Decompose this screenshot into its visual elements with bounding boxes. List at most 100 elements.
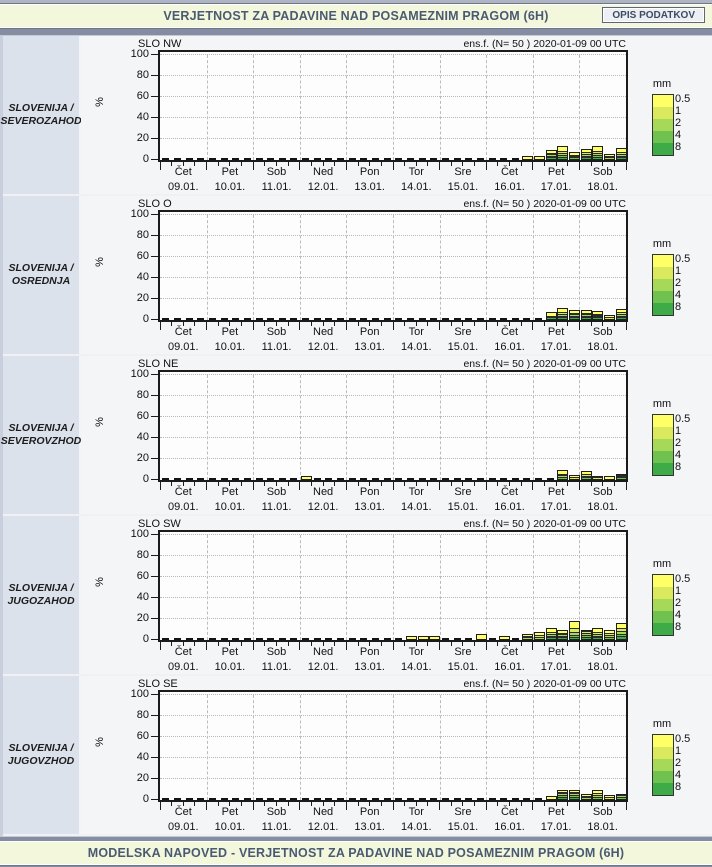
x-axis-tick (450, 322, 452, 326)
bar-segment-gt-8mm (546, 157, 556, 159)
bar-segment-gt-0.5mm (581, 471, 591, 475)
zero-probability-dash (255, 158, 263, 160)
x-axis-tick (567, 322, 569, 326)
day-name-label: Pet (221, 486, 239, 498)
x-axis-tick (206, 482, 208, 490)
chart-area: SLO NE ens.f. (N= 50 ) 2020-01-09 00 UTC 0… (81, 356, 712, 514)
bar-segment-gt-4mm (581, 635, 591, 638)
day-date-label: 09.01. (168, 181, 199, 193)
zero-probability-dash (348, 638, 356, 640)
legend-threshold-label: 2 (675, 597, 682, 609)
zero-probability-dash (523, 478, 531, 480)
x-axis-tick (380, 802, 382, 806)
zero-probability-dash (278, 638, 286, 640)
legend-threshold-label: 1 (675, 585, 682, 597)
day-date-label: 12.01. (307, 501, 339, 513)
data-description-button[interactable]: OPIS PODATKOV (602, 7, 705, 23)
x-axis-tick (252, 642, 254, 650)
y-axis-tick (151, 736, 158, 737)
region-label-line2: JUGOVZHOD (7, 755, 75, 767)
day-date-label: 12.01. (307, 341, 339, 353)
x-axis-tick (276, 322, 277, 326)
legend-threshold-label: 4 (675, 289, 682, 301)
zero-probability-dash (302, 798, 310, 800)
bar-segment-gt-2mm (558, 153, 568, 156)
day-date-label: 16.01. (494, 661, 525, 673)
day-gridline (532, 535, 534, 640)
x-axis-tick (252, 322, 254, 330)
zero-probability-dash (430, 158, 438, 160)
forecast-panel: SLOVENIJA / SEVEROZAHOD SLO NW ens.f. (N= 5… (0, 36, 712, 196)
day-name-label: Tor (408, 326, 424, 338)
day-date-label: 12.01. (307, 661, 339, 673)
zero-probability-dash (185, 318, 193, 320)
bar-segment-gt-2mm (523, 637, 533, 639)
legend-color-gt-8mm (653, 143, 673, 155)
zero-probability-dash (348, 158, 356, 160)
x-axis-tick (404, 802, 406, 806)
x-axis-tick (299, 642, 301, 650)
zero-probability-dash (488, 798, 496, 800)
y-tick-label: 0 (142, 153, 149, 165)
page-header: VERJETNOST ZA PADAVINE NAD POSAMEZNIM PR… (0, 4, 712, 28)
x-axis-tick (439, 482, 441, 490)
legend-threshold-label: 1 (675, 425, 682, 437)
bar-segment-gt-0.5mm (302, 476, 312, 479)
chart-area: SLO O ens.f. (N= 50 ) 2020-01-09 00 UTC 0 2… (81, 196, 712, 354)
chart-title: SLO NE (138, 358, 179, 370)
x-axis-tick (520, 642, 522, 646)
bar-segment-gt-4mm (558, 795, 568, 798)
y-tick-label: 100 (130, 48, 149, 60)
day-gridline (206, 535, 208, 640)
zero-probability-dash (278, 798, 286, 800)
zero-probability-dash (173, 158, 181, 160)
zero-probability-dash (197, 798, 205, 800)
y-tick-label: 40 (136, 751, 149, 763)
probability-bar (569, 151, 581, 160)
legend-threshold-label: 2 (675, 757, 682, 769)
y-tick-label: 40 (136, 591, 149, 603)
x-axis-tick (171, 162, 173, 166)
bar-segment-gt-1mm (581, 313, 591, 315)
legend-color-gt-0.5mm (653, 255, 673, 267)
y-axis-tick (151, 235, 158, 236)
probability-bar (580, 629, 592, 640)
x-axis-tick (380, 482, 382, 486)
zero-probability-dash (546, 478, 554, 480)
zero-probability-dash (197, 638, 205, 640)
zero-probability-dash (197, 318, 205, 320)
bar-segment-gt-8mm (558, 317, 568, 319)
day-date-label: 10.01. (214, 181, 246, 193)
x-axis-tick (380, 162, 382, 166)
x-axis-tick (509, 322, 510, 326)
x-axis-tick (497, 642, 499, 646)
day-name-label: Ned (313, 806, 334, 818)
day-gridline (439, 215, 441, 320)
bar-segment-gt-0.5mm (546, 312, 556, 317)
legend-color-gt-1mm (653, 587, 673, 599)
day-date-label: 11.01. (261, 501, 292, 513)
day-gridline (486, 215, 488, 320)
legend-color-gt-4mm (653, 451, 673, 463)
x-axis-tick (555, 802, 557, 806)
day-gridline (346, 215, 348, 320)
x-axis-tick (217, 642, 219, 646)
x-axis-tick (322, 802, 324, 806)
y-tick-label: 40 (136, 431, 149, 443)
bar-segment-gt-2mm (616, 795, 626, 798)
bar-segment-gt-2mm (616, 631, 626, 635)
zero-probability-dash (476, 158, 484, 160)
y-tick-label: 60 (136, 90, 149, 102)
zero-probability-dash (243, 318, 251, 320)
bar-segment-gt-2mm (535, 637, 545, 639)
x-axis-tick (252, 802, 254, 810)
x-axis-tick (543, 642, 545, 646)
x-axis-tick (555, 482, 557, 486)
day-name-label: Pon (359, 166, 380, 178)
day-name-label: Sob (592, 486, 613, 498)
bar-segment-gt-1mm (570, 792, 580, 794)
bar-segment-gt-1mm (616, 475, 626, 477)
probability-bar (580, 470, 592, 480)
bar-segment-gt-0.5mm (558, 790, 568, 793)
y-axis-tick (151, 694, 158, 695)
